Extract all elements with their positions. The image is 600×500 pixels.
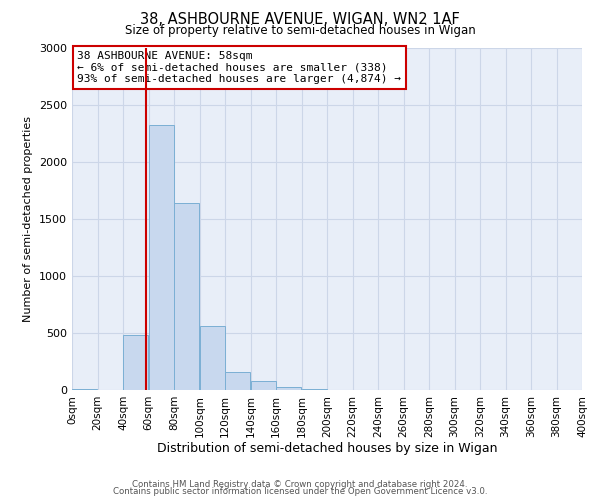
Text: 38, ASHBOURNE AVENUE, WIGAN, WN2 1AF: 38, ASHBOURNE AVENUE, WIGAN, WN2 1AF — [140, 12, 460, 28]
Bar — [200, 326, 224, 390]
Bar — [226, 372, 250, 390]
Text: Size of property relative to semi-detached houses in Wigan: Size of property relative to semi-detach… — [125, 24, 475, 37]
Y-axis label: Number of semi-detached properties: Number of semi-detached properties — [23, 116, 34, 322]
Text: Contains public sector information licensed under the Open Government Licence v3: Contains public sector information licen… — [113, 488, 487, 496]
X-axis label: Distribution of semi-detached houses by size in Wigan: Distribution of semi-detached houses by … — [157, 442, 497, 456]
Bar — [251, 381, 275, 390]
Bar — [175, 203, 199, 390]
Text: 38 ASHBOURNE AVENUE: 58sqm
← 6% of semi-detached houses are smaller (338)
93% of: 38 ASHBOURNE AVENUE: 58sqm ← 6% of semi-… — [77, 51, 401, 84]
Bar — [277, 386, 301, 390]
Bar — [149, 125, 173, 390]
Bar — [124, 335, 148, 390]
Text: Contains HM Land Registry data © Crown copyright and database right 2024.: Contains HM Land Registry data © Crown c… — [132, 480, 468, 489]
